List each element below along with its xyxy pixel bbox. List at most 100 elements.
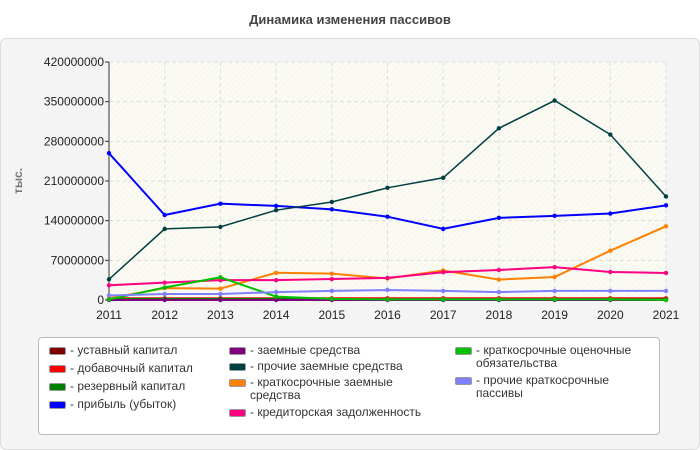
data-point bbox=[608, 211, 613, 216]
data-point bbox=[552, 274, 557, 280]
data-point bbox=[218, 275, 223, 280]
data-point bbox=[608, 269, 613, 275]
legend-item: - краткосрочные оценочные обязательства bbox=[455, 344, 655, 370]
legend-label: - прибыль (убыток) bbox=[70, 397, 177, 411]
x-tick-label: 2011 bbox=[96, 308, 122, 322]
data-point bbox=[218, 201, 223, 206]
legend-item: - резервный капитал bbox=[49, 380, 185, 393]
data-point bbox=[385, 185, 390, 190]
legend-item: - добавочный капитал bbox=[49, 362, 193, 375]
data-point bbox=[273, 270, 279, 275]
x-tick-label: 2021 bbox=[653, 308, 680, 322]
data-point bbox=[496, 267, 502, 273]
data-point bbox=[496, 277, 502, 282]
data-point bbox=[106, 283, 112, 288]
data-point bbox=[218, 291, 223, 297]
legend-swatch bbox=[229, 347, 246, 355]
data-point bbox=[162, 226, 167, 232]
data-point bbox=[608, 248, 613, 253]
data-point bbox=[663, 297, 669, 303]
legend-label: - краткосрочные заемные средства bbox=[250, 375, 393, 402]
data-point bbox=[218, 286, 223, 291]
data-point bbox=[552, 288, 557, 294]
x-tick-label: 2014 bbox=[263, 308, 290, 322]
y-tick-label: 140000000 bbox=[44, 214, 104, 228]
data-point bbox=[385, 214, 390, 219]
x-tick-label: 2012 bbox=[151, 308, 178, 322]
legend-label: - краткосрочные оценочные обязательства bbox=[476, 343, 632, 370]
data-point bbox=[329, 207, 334, 212]
legend-swatch bbox=[49, 365, 66, 373]
y-tick-label: 280000000 bbox=[44, 134, 104, 148]
data-point bbox=[218, 224, 223, 230]
legend-swatch bbox=[229, 363, 246, 371]
data-point bbox=[385, 287, 390, 293]
legend-swatch bbox=[49, 383, 66, 391]
data-point bbox=[496, 126, 502, 131]
y-axis-label: тыс. bbox=[11, 168, 25, 194]
data-point bbox=[273, 207, 279, 213]
legend-label: - прочие заемные средства bbox=[250, 359, 403, 373]
data-point bbox=[106, 293, 112, 298]
data-point bbox=[552, 297, 557, 302]
legend-item: - уставный капитал bbox=[49, 344, 177, 357]
chart-title: Динамика изменения пассивов bbox=[249, 12, 451, 27]
data-point bbox=[329, 288, 334, 294]
legend-item: - прочие заемные средства bbox=[229, 360, 449, 373]
legend-swatch bbox=[455, 377, 472, 385]
data-point bbox=[552, 213, 557, 219]
x-tick-label: 2019 bbox=[541, 308, 568, 322]
x-tick-label: 2018 bbox=[486, 308, 513, 322]
x-tick-label: 2015 bbox=[318, 308, 345, 322]
legend-item: - заемные средства bbox=[229, 344, 449, 357]
legend-label: - кредиторская задолженность bbox=[250, 405, 422, 419]
legend-swatch bbox=[49, 347, 66, 355]
data-point bbox=[441, 226, 446, 232]
data-point bbox=[162, 297, 167, 303]
legend-label: - добавочный капитал bbox=[70, 361, 193, 375]
legend-swatch bbox=[49, 401, 66, 409]
data-point bbox=[385, 297, 390, 302]
x-tick-label: 2016 bbox=[374, 308, 401, 322]
data-point bbox=[385, 275, 390, 281]
data-point bbox=[663, 194, 669, 199]
data-point bbox=[441, 297, 446, 302]
data-point bbox=[329, 296, 334, 302]
data-point bbox=[329, 199, 334, 205]
legend-swatch bbox=[229, 379, 246, 387]
data-point bbox=[218, 297, 223, 303]
legend-label: - заемные средства bbox=[250, 343, 361, 357]
data-point bbox=[106, 277, 112, 282]
legend-item: - краткосрочные заемные средства bbox=[229, 376, 449, 402]
data-point bbox=[273, 289, 279, 295]
data-point bbox=[496, 289, 502, 295]
data-point bbox=[106, 297, 112, 302]
data-point bbox=[441, 175, 446, 180]
legend-item: - прочие краткосрочные пассивы bbox=[455, 374, 655, 400]
legend-swatch bbox=[455, 347, 472, 355]
data-point bbox=[273, 297, 279, 303]
legend: - уставный капитал - добавочный капитал - … bbox=[38, 337, 660, 435]
data-point bbox=[663, 203, 669, 208]
y-tick-label: 350000000 bbox=[44, 95, 104, 109]
y-tick-label: 0 bbox=[97, 293, 104, 307]
data-point bbox=[162, 212, 167, 218]
data-point bbox=[608, 297, 613, 302]
data-point bbox=[663, 288, 669, 294]
y-tick-label: 70000000 bbox=[51, 253, 105, 267]
legend-swatch bbox=[229, 409, 246, 417]
x-tick-label: 2013 bbox=[207, 308, 234, 322]
data-point bbox=[162, 291, 167, 297]
data-point bbox=[496, 215, 502, 221]
data-point bbox=[106, 151, 112, 156]
data-point bbox=[273, 203, 279, 209]
data-point bbox=[552, 264, 557, 270]
legend-label: - уставный капитал bbox=[70, 343, 178, 357]
data-point bbox=[162, 280, 167, 285]
legend-item: - кредиторская задолженность bbox=[229, 406, 449, 419]
legend-label: - резервный капитал bbox=[70, 379, 186, 393]
y-tick-label: 420000000 bbox=[44, 55, 104, 69]
data-point bbox=[273, 294, 279, 299]
data-point bbox=[441, 288, 446, 294]
data-point bbox=[663, 270, 669, 276]
